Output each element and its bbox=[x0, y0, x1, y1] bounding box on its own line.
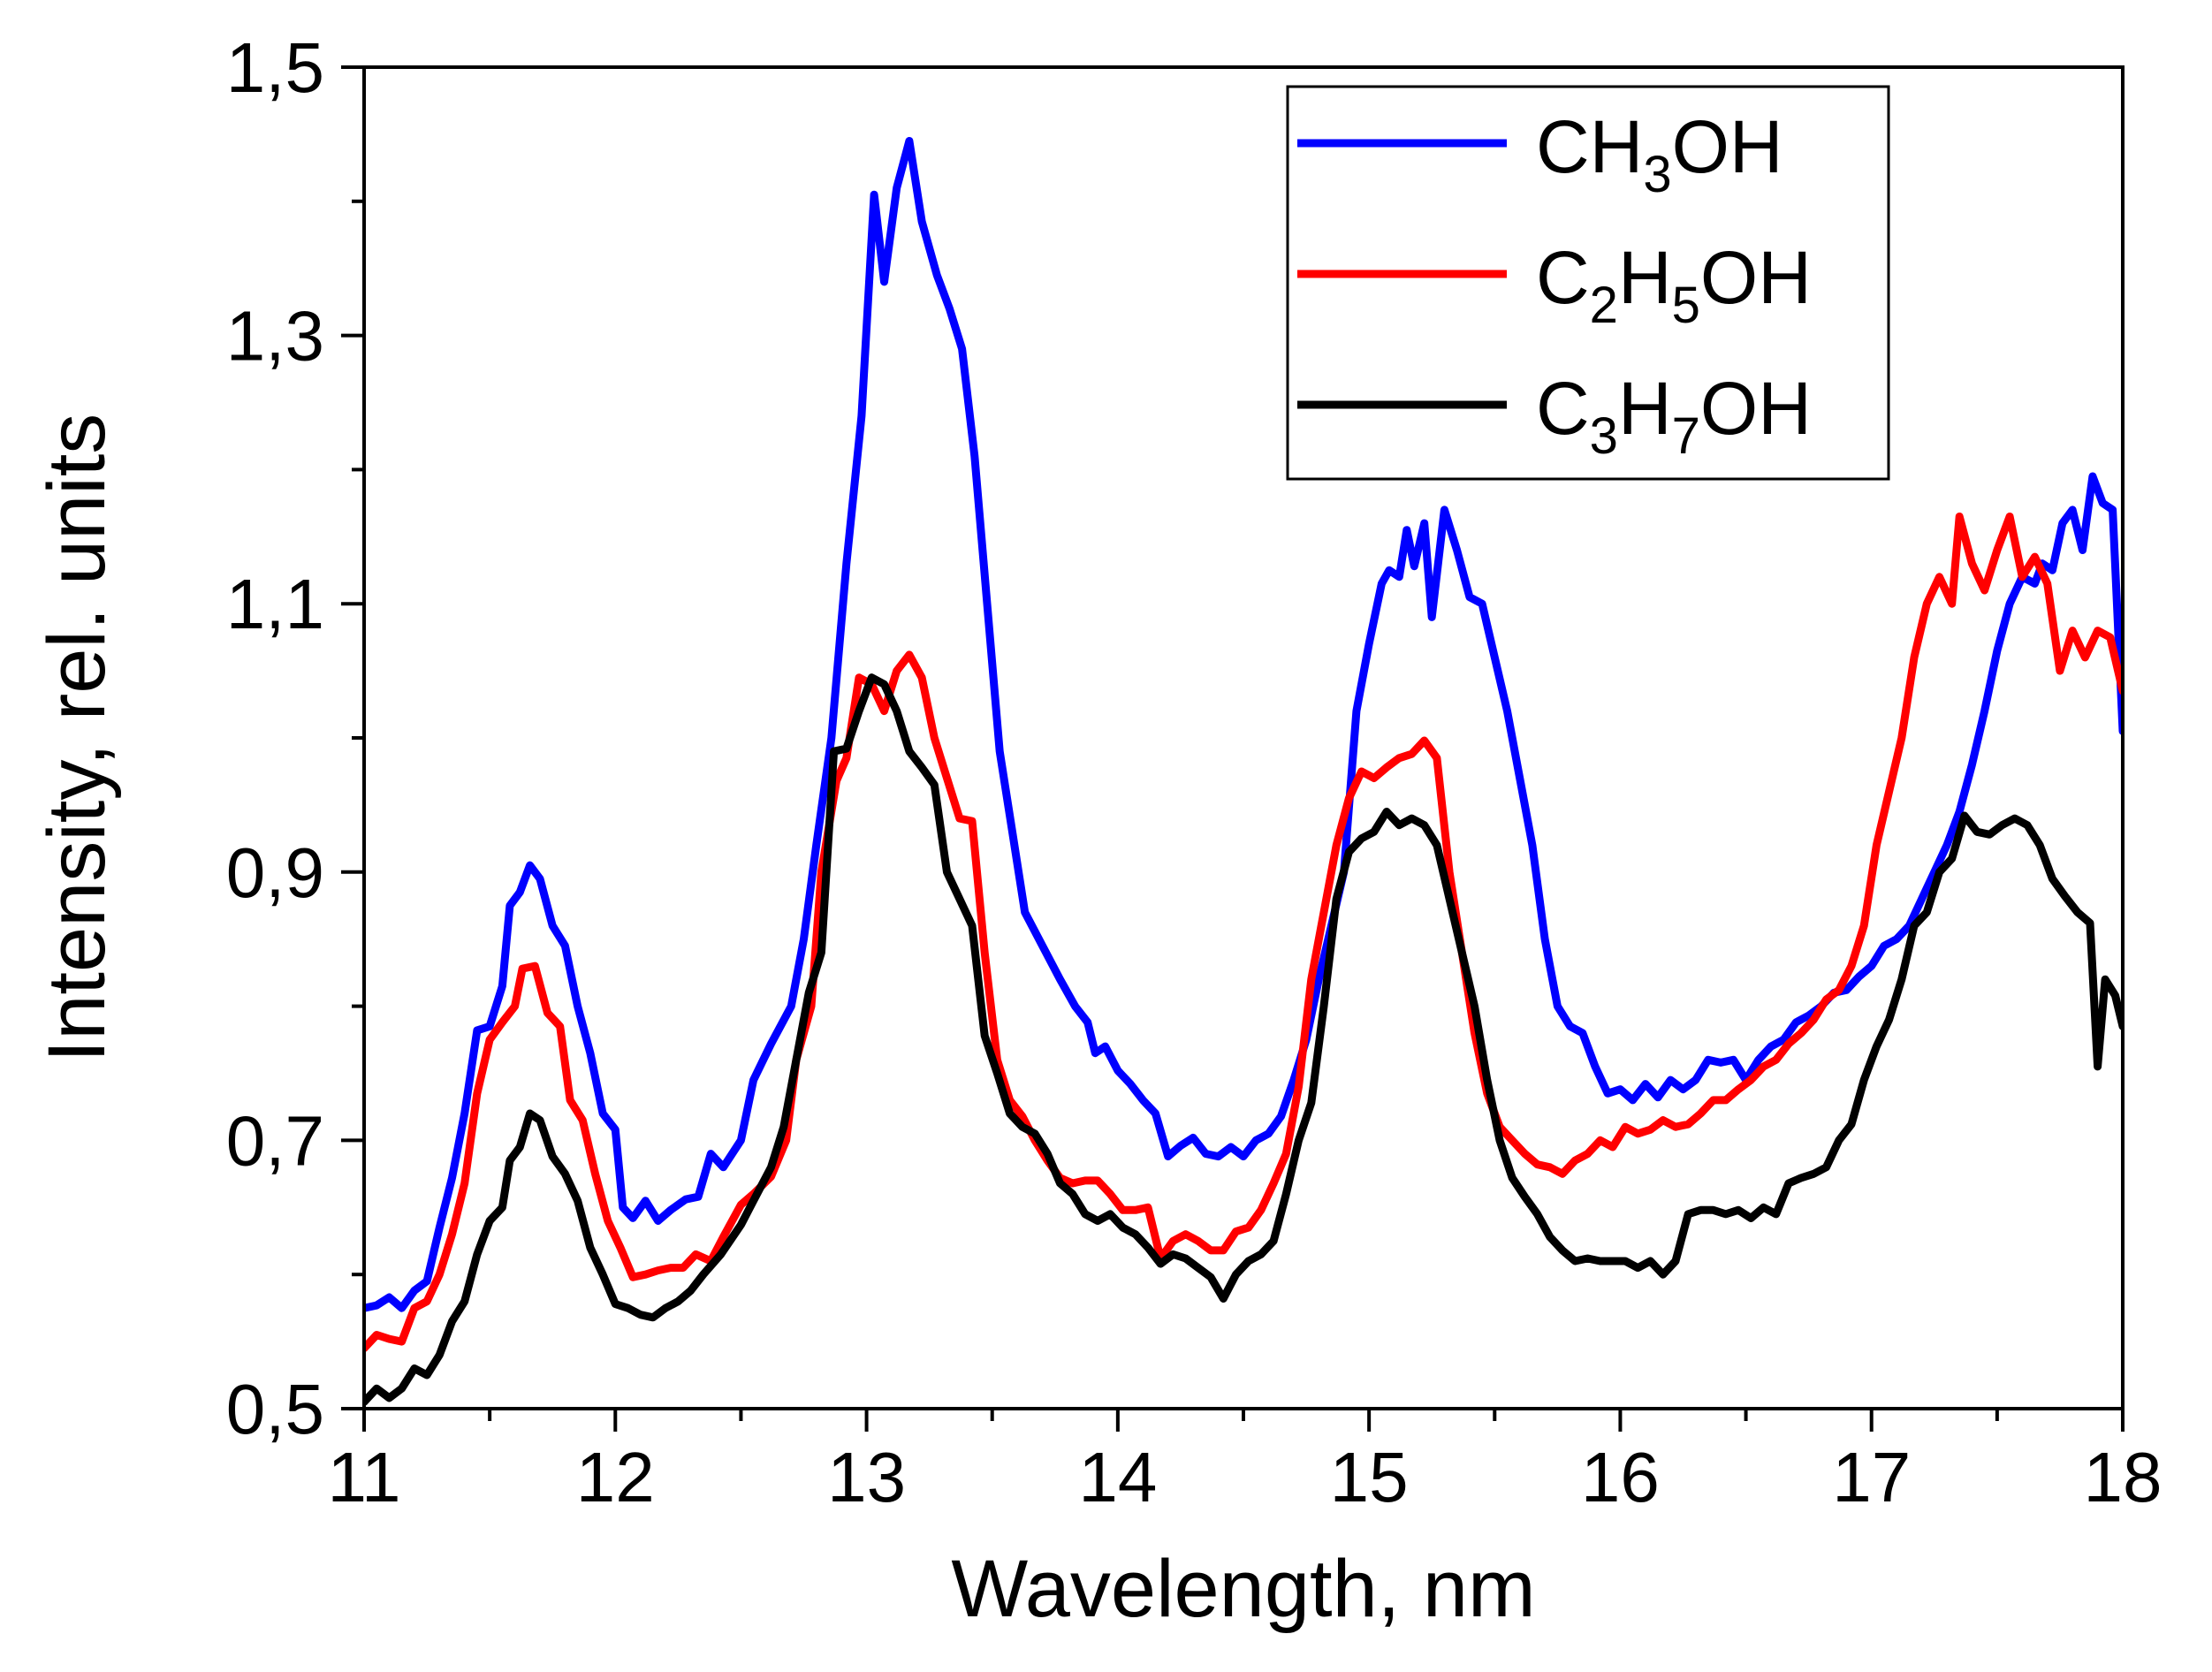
y-tick-label-1,3: 1,3 bbox=[226, 297, 324, 376]
x-tick-label-17: 17 bbox=[1832, 1438, 1911, 1516]
legend-frame bbox=[1286, 85, 1890, 481]
x-tick-label-15: 15 bbox=[1330, 1438, 1409, 1516]
y-axis-title: Intensity, rel. units bbox=[32, 414, 122, 1063]
legend: CH3OH C2H5OH C3H7OH bbox=[1286, 85, 1890, 481]
tick-labels: 11 12 13 14 15 16 17 18 0,5 0,7 0,9 1,1 1,3 1,5 bbox=[226, 28, 2163, 1516]
y-tick-label-0,7: 0,7 bbox=[226, 1101, 324, 1180]
tick-marks bbox=[341, 65, 2125, 1432]
x-tick-label-18: 18 bbox=[2084, 1438, 2163, 1516]
series-lines bbox=[364, 137, 2123, 1406]
legend-label-c3h7oh: C3H7OH bbox=[1536, 367, 1812, 465]
x-tick-label-13: 13 bbox=[827, 1438, 906, 1516]
legend-label-ch3oh: CH3OH bbox=[1536, 105, 1783, 203]
y-tick-label-1,1: 1,1 bbox=[226, 565, 324, 643]
x-tick-label-14: 14 bbox=[1078, 1438, 1157, 1516]
plot-frame bbox=[362, 65, 2125, 1410]
series-line-ch3oh bbox=[364, 137, 2123, 1312]
x-tick-label-12: 12 bbox=[576, 1438, 655, 1516]
y-tick-label-0,5: 0,5 bbox=[226, 1370, 324, 1448]
series-line-c3h7oh bbox=[364, 673, 2123, 1406]
x-tick-label-16: 16 bbox=[1581, 1438, 1660, 1516]
legend-label-c2h5oh: C2H5OH bbox=[1536, 236, 1812, 334]
x-tick-label-11: 11 bbox=[327, 1438, 400, 1516]
y-tick-label-1,5: 1,5 bbox=[226, 28, 324, 107]
y-tick-label-0,9: 0,9 bbox=[226, 833, 324, 912]
series-line-c2h5oh bbox=[364, 513, 2123, 1353]
x-axis-title: Wavelength, nm bbox=[951, 1544, 1535, 1634]
